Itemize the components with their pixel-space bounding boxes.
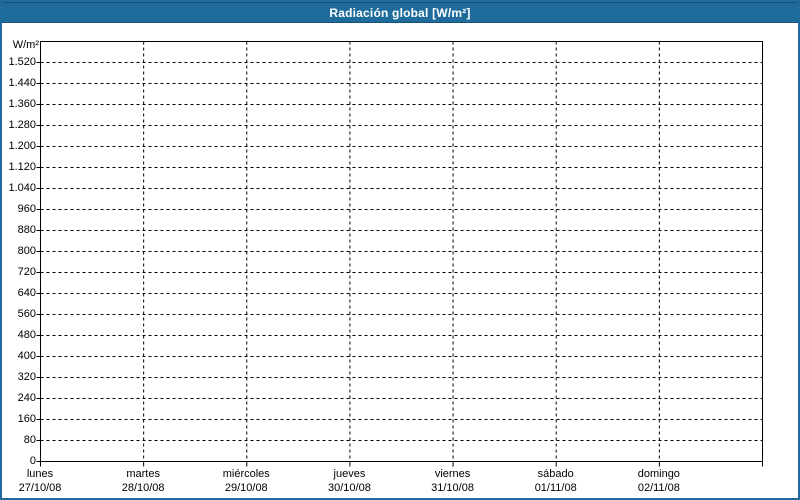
x-tick-day-label: miércoles — [222, 468, 270, 480]
x-tick-day-label: sábado — [537, 468, 574, 480]
y-tick-label: 160 — [17, 412, 36, 425]
y-tick-label: 1.040 — [8, 181, 36, 194]
x-tick-date-label: 31/10/08 — [431, 482, 474, 494]
y-tick-label: 80 — [23, 433, 36, 446]
y-tick-label: 1.520 — [8, 55, 36, 68]
x-tick-day-label: lunes — [26, 468, 54, 480]
y-tick-label: 800 — [17, 244, 36, 257]
x-category-label: martes 28/10/08 — [91, 467, 195, 495]
x-tick-day-label: jueves — [333, 468, 366, 480]
y-axis-unit-label: W/m² — [12, 39, 39, 51]
chart-title: Radiación global [W/m²] — [329, 5, 471, 20]
y-tick-label: 400 — [17, 349, 36, 362]
y-tick-label: 320 — [17, 370, 36, 383]
x-category-label: viernes 31/10/08 — [401, 467, 505, 495]
x-tick-day-label: viernes — [434, 468, 471, 480]
title-bar: Radiación global [W/m²] — [2, 2, 798, 23]
x-tick-day-label: martes — [126, 468, 160, 480]
x-tick-date-label: 29/10/08 — [224, 482, 268, 494]
y-tick-label: 640 — [17, 286, 36, 299]
chart-area: W/m² 0 80 160 240 320 400 480 560 640 720 800 880 96… — [2, 23, 798, 498]
y-tick-label: 720 — [17, 265, 36, 278]
x-tick-date-label: 28/10/08 — [121, 482, 165, 494]
y-tick-label: 1.280 — [8, 118, 36, 131]
x-category-label: sábado 01/11/08 — [504, 467, 608, 495]
x-category-label: miércoles 29/10/08 — [194, 467, 298, 495]
chart-grid — [36, 41, 763, 467]
y-tick-label: 1.360 — [8, 97, 36, 110]
x-category-label: jueves 30/10/08 — [297, 467, 401, 495]
y-tick-label: 560 — [17, 307, 36, 320]
y-tick-label: 1.120 — [8, 160, 36, 173]
x-tick-date-label: 02/11/08 — [637, 482, 680, 494]
y-tick-label: 480 — [17, 328, 36, 341]
y-tick-label: 1.200 — [8, 139, 36, 152]
x-tick-day-label: domingo — [637, 468, 680, 480]
x-category-label: lunes 27/10/08 — [2, 467, 92, 495]
y-tick-label: 960 — [17, 202, 36, 215]
x-category-label: domingo 02/11/08 — [607, 467, 711, 495]
y-tick-label: 1.440 — [8, 76, 36, 89]
y-tick-label: 880 — [17, 223, 36, 236]
x-tick-date-label: 27/10/08 — [18, 482, 62, 494]
y-tick-label: 0 — [29, 454, 36, 467]
y-tick-label: 240 — [17, 391, 36, 404]
x-tick-date-label: 30/10/08 — [328, 482, 371, 494]
x-tick-date-label: 01/11/08 — [534, 482, 577, 494]
